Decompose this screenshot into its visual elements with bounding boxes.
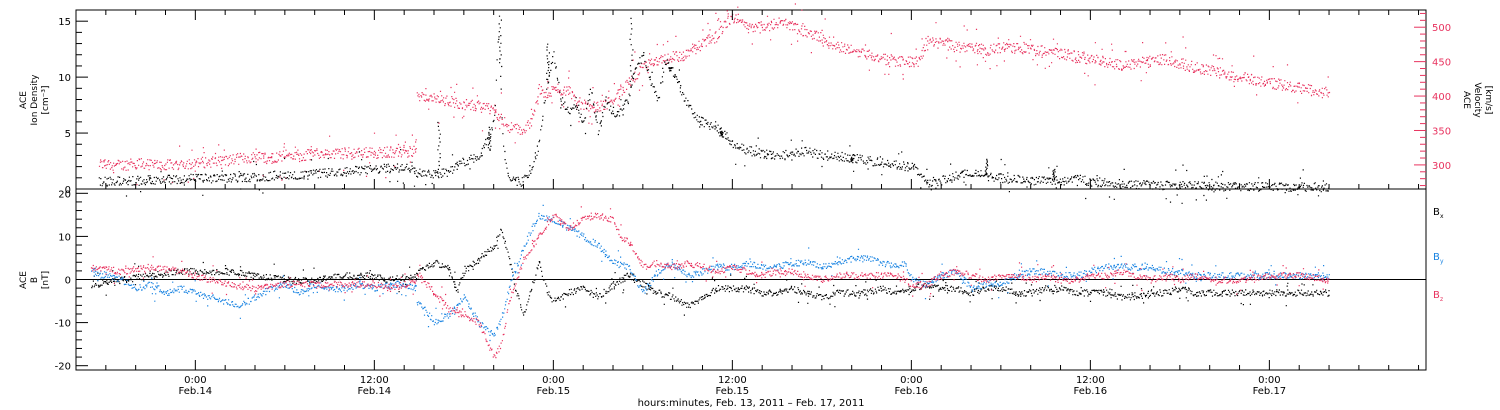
x-tick-time: 12:00	[1076, 375, 1105, 386]
top-left-tick-label: 15	[58, 17, 71, 28]
bottom-tick-label: -20	[55, 362, 71, 373]
x-tick-time: 0:00	[184, 375, 206, 386]
density-spike	[1052, 168, 1056, 181]
bottom-tick-label: 20	[58, 189, 71, 200]
bottom-tick-label: -10	[55, 319, 71, 330]
density-spike	[984, 158, 989, 177]
bottom-ylabel-line: B	[30, 277, 40, 283]
x-tick-date: Feb.15	[537, 386, 571, 397]
density-spike	[719, 130, 723, 137]
series-e8335f-dots	[98, 3, 1331, 186]
top-left-tick-label: 5	[65, 129, 71, 140]
top-left-tick-label: 0	[65, 185, 71, 196]
density-spike	[487, 131, 492, 151]
x-tick-date: Feb.14	[358, 386, 392, 397]
legend-subscript: y	[1440, 258, 1444, 265]
top-right-tick-label: 450	[1432, 58, 1451, 69]
density-spike	[850, 157, 855, 163]
bottom-tick-label: 10	[58, 232, 71, 243]
top-left-ylabel: ACE Ion Density [cm⁻³]	[19, 74, 51, 126]
density-spike	[546, 43, 550, 83]
series-By-dots	[91, 204, 1330, 342]
top-right-tick-label: 500	[1432, 23, 1451, 34]
series-Bx-dots	[91, 228, 1330, 316]
top-right-ylabel-line: Velocity	[1472, 82, 1482, 118]
bottom-tick-label: 0	[65, 276, 71, 287]
legend-bz: B	[1433, 290, 1440, 301]
top-right-ylabel-line: ACE	[1461, 91, 1471, 109]
density-spike	[629, 17, 634, 88]
top-panel-data	[98, 3, 1331, 204]
x-tick-time: 0:00	[542, 375, 564, 386]
x-tick-date: Feb.16	[1074, 386, 1108, 397]
plot-frame	[75, 9, 1427, 371]
x-tick-time: 12:00	[360, 375, 389, 386]
legend-subscript: z	[1440, 296, 1443, 303]
legend-by: B	[1433, 252, 1440, 263]
x-tick-time: 0:00	[900, 375, 922, 386]
bottom-ylabel: ACE B [nT]	[19, 271, 51, 289]
bottom-ylabel-line: [nT]	[41, 271, 51, 289]
x-tick-date: Feb.15	[716, 386, 750, 397]
x-tick-date: Feb.16	[895, 386, 929, 397]
legend-subscript: x	[1440, 213, 1444, 220]
top-right-tick-label: 300	[1432, 161, 1451, 172]
legend-bx: B	[1433, 207, 1440, 218]
top-left-ylabel-line: ACE	[19, 91, 29, 109]
density-spike	[498, 15, 503, 68]
series-Bz-dots	[90, 206, 1330, 359]
x-axis-title: hours:minutes, Feb. 13, 2011 – Feb. 17, …	[638, 398, 865, 409]
x-tick-date: Feb.14	[179, 386, 213, 397]
top-left-ylabel-line: Ion Density	[30, 74, 40, 126]
density-spike	[437, 121, 441, 174]
top-left-tick-label: 10	[58, 73, 71, 84]
x-tick-time: 0:00	[1258, 375, 1280, 386]
density-spike	[668, 67, 673, 70]
top-right-tick-label: 400	[1432, 92, 1451, 103]
bottom-panel-data	[90, 204, 1330, 359]
top-right-tick-label: 350	[1432, 126, 1451, 137]
top-left-ylabel-line: [cm⁻³]	[41, 85, 51, 114]
bottom-ylabel-line: ACE	[19, 271, 29, 289]
series-000000-dots	[98, 36, 1330, 204]
x-tick-date: Feb.17	[1253, 386, 1287, 397]
x-tick-time: 12:00	[718, 375, 747, 386]
top-right-ylabel-line: [km/s]	[1483, 86, 1493, 115]
top-right-ylabel: ACE Velocity [km/s]	[1461, 82, 1493, 118]
